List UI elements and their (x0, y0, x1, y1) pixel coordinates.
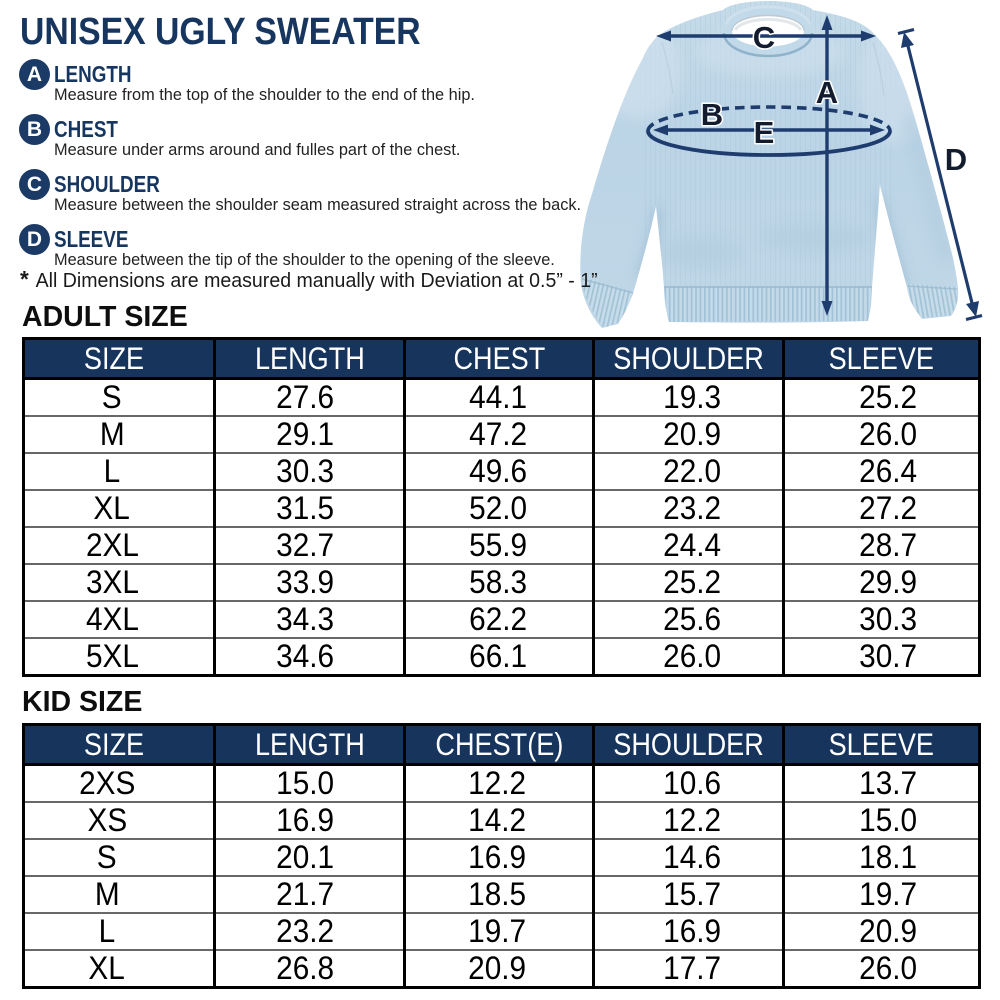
svg-text:D: D (945, 142, 967, 177)
svg-text:A: A (816, 75, 838, 110)
svg-text:B: B (701, 97, 723, 132)
svg-text:E: E (754, 115, 775, 150)
svg-text:C: C (753, 20, 775, 55)
